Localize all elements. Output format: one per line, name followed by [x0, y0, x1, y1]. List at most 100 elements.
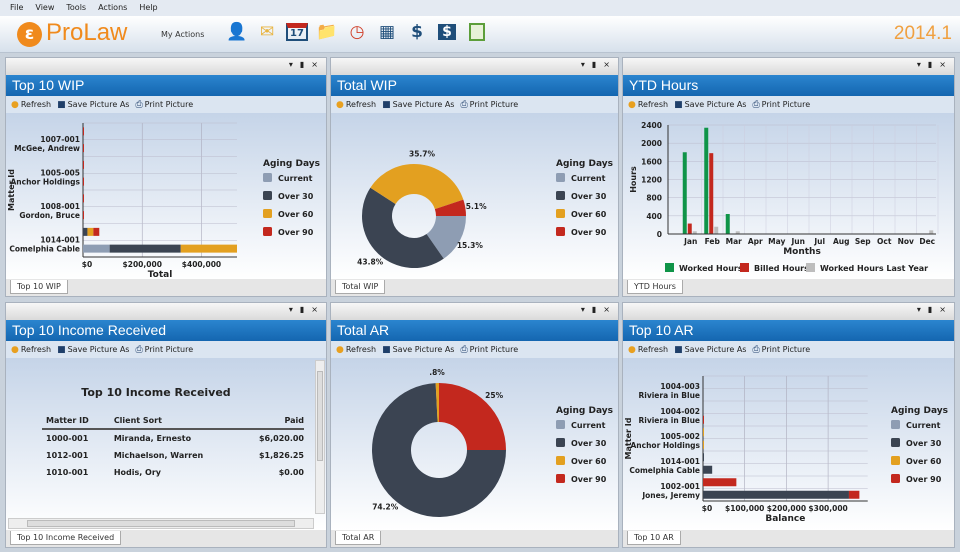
clock-icon[interactable]: ◷	[349, 22, 365, 42]
bar-over-90[interactable]	[83, 194, 84, 203]
bar-over-30[interactable]	[703, 490, 849, 499]
grid-icon[interactable]: ▦	[378, 22, 396, 42]
notebook-icon[interactable]	[466, 20, 488, 44]
y-axis-title: Matter Id	[7, 169, 16, 211]
slice-over-60[interactable]	[435, 383, 439, 423]
bar-current[interactable]	[83, 244, 110, 253]
save-picture-button[interactable]: ■ Save Picture As	[382, 100, 454, 110]
bar-over-90[interactable]	[703, 415, 704, 424]
panel-tab[interactable]: Top 10 AR	[627, 531, 681, 545]
print-picture-button[interactable]: ⎙ Print Picture	[460, 345, 518, 355]
panel-tab[interactable]: Total WIP	[335, 280, 386, 294]
print-picture-button[interactable]: ⎙ Print Picture	[460, 100, 518, 110]
bar-over-30[interactable]	[83, 227, 88, 236]
refresh-button[interactable]: ● Refresh	[628, 345, 668, 355]
pin-icon[interactable]: ▮	[927, 305, 933, 314]
pin-icon[interactable]: ▮	[591, 60, 597, 69]
legend-title: Aging Days	[263, 159, 320, 169]
vertical-scrollbar[interactable]	[315, 360, 325, 514]
bar-worked-hours-last-year[interactable]	[735, 231, 740, 234]
dropdown-icon[interactable]: ▾	[580, 60, 585, 69]
bar-over-60[interactable]	[703, 440, 704, 449]
menu-actions[interactable]: Actions	[98, 3, 128, 12]
prolaw-logo-icon: ε	[17, 22, 42, 47]
bar-worked-hours-last-year[interactable]	[692, 231, 697, 234]
bar-billed-hours[interactable]	[687, 223, 692, 234]
bar-worked-hours[interactable]	[682, 152, 687, 234]
bar-over-90[interactable]	[83, 160, 84, 169]
bar-over-60[interactable]	[180, 244, 237, 253]
bar-worked-hours-last-year[interactable]	[929, 230, 934, 234]
dropdown-icon[interactable]: ▾	[288, 305, 293, 314]
bar-over-60[interactable]	[87, 227, 94, 236]
bar-over-90[interactable]	[83, 127, 84, 136]
refresh-button[interactable]: ● Refresh	[11, 345, 51, 355]
bar-over-90[interactable]	[848, 490, 860, 499]
print-picture-button[interactable]: ⎙ Print Picture	[135, 345, 193, 355]
slice-over-90[interactable]	[439, 383, 506, 450]
bar-over-90[interactable]	[83, 144, 84, 153]
bar-worked-hours-last-year[interactable]	[714, 226, 719, 234]
bar-over-90[interactable]	[703, 478, 737, 487]
bar-billed-hours[interactable]	[709, 153, 714, 234]
save-picture-button[interactable]: ■ Save Picture As	[382, 345, 454, 355]
refresh-button[interactable]: ● Refresh	[11, 100, 51, 110]
print-picture-button[interactable]: ⎙ Print Picture	[752, 345, 810, 355]
bar-over-60[interactable]	[703, 428, 704, 437]
print-picture-button[interactable]: ⎙ Print Picture	[752, 100, 810, 110]
save-picture-button[interactable]: ■ Save Picture As	[674, 345, 746, 355]
bar-worked-hours[interactable]	[725, 214, 730, 234]
dropdown-icon[interactable]: ▾	[916, 305, 921, 314]
table-row[interactable]: 1010-001 Hodis, Ory $0.00	[42, 464, 304, 481]
menu-help[interactable]: Help	[139, 3, 158, 12]
receipt-icon[interactable]: $	[411, 22, 423, 42]
bar-over-30[interactable]	[703, 453, 704, 462]
dropdown-icon[interactable]: ▾	[288, 60, 293, 69]
print-picture-button[interactable]: ⎙ Print Picture	[135, 100, 193, 110]
bar-worked-hours[interactable]	[704, 127, 709, 234]
dropdown-icon[interactable]: ▾	[916, 60, 921, 69]
refresh-button[interactable]: ● Refresh	[336, 345, 376, 355]
close-icon[interactable]: ×	[311, 60, 318, 69]
menu-tools[interactable]: Tools	[66, 3, 87, 12]
save-picture-button[interactable]: ■ Save Picture As	[57, 345, 129, 355]
bar-over-90[interactable]	[93, 227, 100, 236]
bar-over-30[interactable]	[109, 244, 181, 253]
refresh-button[interactable]: ● Refresh	[628, 100, 668, 110]
mail-folder-icon[interactable]: ✉	[259, 22, 275, 42]
close-icon[interactable]: ×	[311, 305, 318, 314]
contact-icon[interactable]: 👤	[226, 22, 248, 42]
bar-over-90[interactable]	[83, 177, 84, 186]
dropdown-icon[interactable]: ▾	[580, 305, 585, 314]
pin-icon[interactable]: ▮	[927, 60, 933, 69]
panel-tab[interactable]: Top 10 WIP	[10, 280, 68, 294]
table-row[interactable]: 1000-001 Miranda, Ernesto $6,020.00	[42, 429, 304, 447]
slice-over-90[interactable]	[434, 199, 466, 216]
menu-view[interactable]: View	[35, 3, 55, 12]
panel-tab[interactable]: Total AR	[335, 531, 382, 545]
slice-over-60[interactable]	[370, 164, 464, 210]
bar-over-30[interactable]	[703, 465, 713, 474]
close-icon[interactable]: ×	[603, 60, 610, 69]
slice-current[interactable]	[426, 216, 466, 259]
horizontal-scrollbar[interactable]	[8, 518, 314, 529]
slice-over-30[interactable]	[362, 187, 444, 268]
slice-over-30[interactable]	[372, 383, 506, 517]
table-row[interactable]: 1012-001 Michaelson, Warren $1,826.25	[42, 447, 304, 464]
refresh-button[interactable]: ● Refresh	[336, 100, 376, 110]
menu-file[interactable]: File	[10, 3, 24, 12]
pin-icon[interactable]: ▮	[299, 305, 305, 314]
pin-icon[interactable]: ▮	[299, 60, 305, 69]
pin-icon[interactable]: ▮	[591, 305, 597, 314]
folder-icon[interactable]: 📁	[316, 22, 338, 42]
billing-icon[interactable]: $	[436, 20, 458, 44]
close-icon[interactable]: ×	[939, 60, 946, 69]
close-icon[interactable]: ×	[939, 305, 946, 314]
bar-over-90[interactable]	[83, 211, 84, 220]
close-icon[interactable]: ×	[603, 305, 610, 314]
panel-tab[interactable]: Top 10 Income Received	[10, 531, 122, 545]
panel-tab[interactable]: YTD Hours	[627, 280, 683, 294]
save-picture-button[interactable]: ■ Save Picture As	[57, 100, 129, 110]
calendar-icon[interactable]: 17	[286, 20, 308, 44]
save-picture-button[interactable]: ■ Save Picture As	[674, 100, 746, 110]
